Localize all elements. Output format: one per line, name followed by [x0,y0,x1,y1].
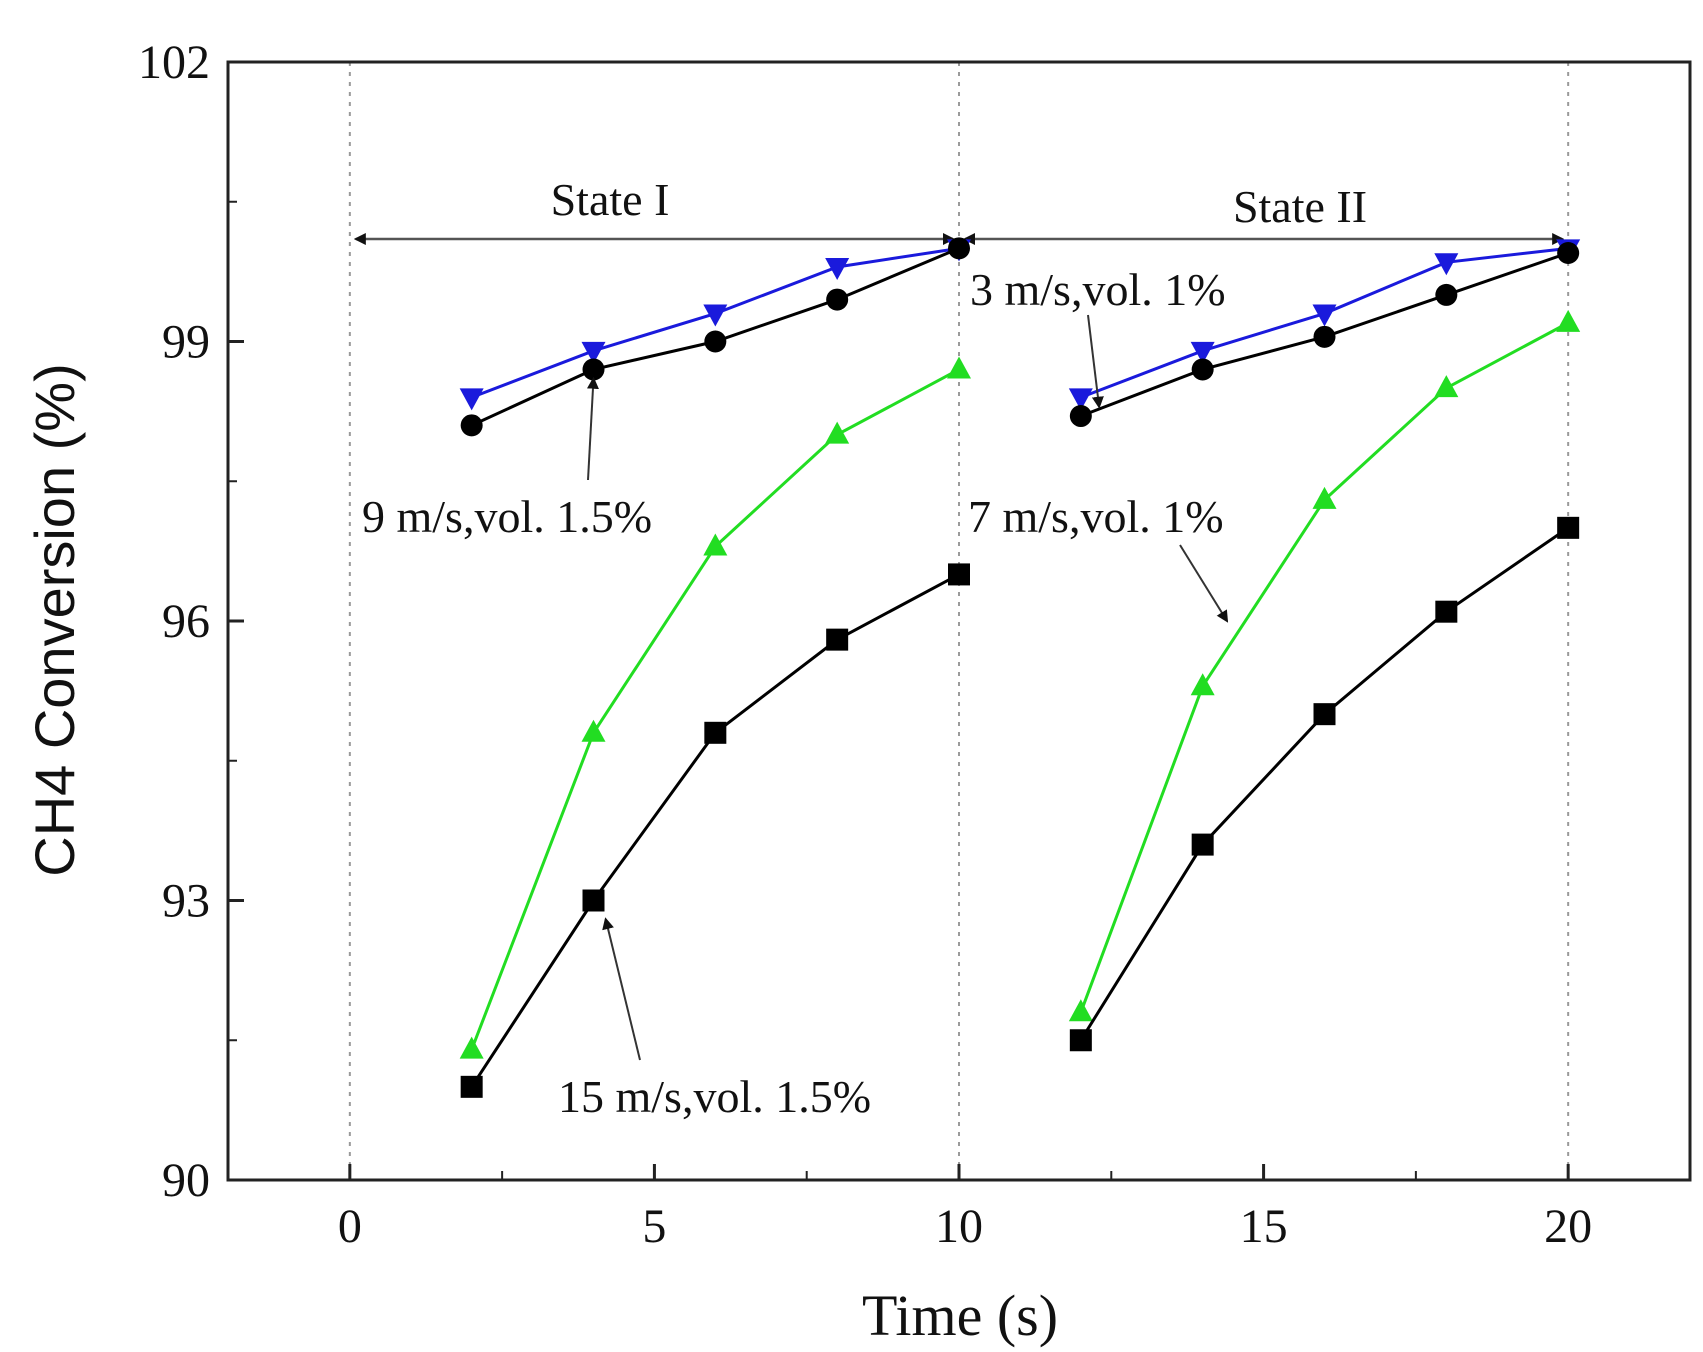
annotation-arrow [1087,314,1104,409]
data-point [825,421,850,444]
data-point [704,330,727,353]
annotation-state-ii: State II [1233,181,1367,232]
x-tick-label: 20 [1544,1200,1592,1253]
data-point [1434,253,1459,276]
y-tick-label: 102 [138,36,210,89]
y-tick-label: 96 [162,595,210,648]
series-circle [460,237,1580,437]
annotation-arrow [1179,544,1229,623]
data-point [459,388,484,411]
data-point [703,304,728,327]
data-point [1190,341,1215,364]
data-point [1434,375,1459,398]
y-tick-label: 99 [162,316,210,369]
data-point [1313,703,1336,726]
annotation-9ms: 9 m/s,vol. 1.5% [362,491,652,542]
annotation-15ms: 15 m/s,vol. 1.5% [558,1071,871,1122]
annotation-7ms: 7 m/s,vol. 1% [968,491,1224,542]
annotation-arrows [586,314,1229,1061]
data-point [1313,325,1336,348]
data-point [581,719,606,742]
data-point [1312,486,1337,509]
x-tick-label: 10 [935,1200,983,1253]
data-point [1435,600,1458,623]
series-line [1079,526,1570,1042]
data-point [1557,241,1580,264]
data-point [1557,516,1580,539]
y-axis-title: CH4 Conversion (%) [23,363,86,877]
annotation-arrow [602,917,641,1061]
grid-lines [348,62,1570,1180]
data-point [704,721,727,744]
data-point [1069,405,1092,428]
data-point [1312,304,1337,327]
data-point [460,1075,483,1098]
data-point [1191,833,1214,856]
data-point [582,889,605,912]
data-point [1068,999,1093,1022]
data-point [1435,283,1458,306]
series-line [470,573,960,1088]
x-axis-ticks: 0 5 10 15 20 [338,1164,1592,1253]
annotation-arrow [586,376,599,481]
series-triangle-up [459,309,1581,1059]
series-group [459,237,1581,1098]
x-axis-title: Time (s) [862,1283,1058,1348]
x-tick-label: 0 [338,1200,362,1253]
y-axis-ticks: 90 93 96 99 102 [138,36,244,1207]
data-point [1069,1029,1092,1052]
data-point [1556,309,1581,332]
data-point [825,257,850,280]
data-point [703,533,728,556]
data-point [948,237,970,260]
data-point [826,288,849,311]
x-tick-label: 5 [642,1200,666,1253]
series-line [1079,321,1569,1013]
data-point [459,1036,484,1059]
data-point [826,628,849,651]
y-tick-label: 90 [162,1154,210,1207]
data-point [1068,388,1093,411]
data-point [948,563,970,586]
data-point [1190,673,1215,696]
y-tick-label: 93 [162,875,210,928]
data-point [1191,358,1214,381]
annotation-state-i: State I [551,174,670,225]
data-point [947,356,971,379]
x-tick-label: 15 [1240,1200,1288,1253]
data-point [460,414,483,437]
series-line [470,368,960,1051]
series-square [460,516,1580,1098]
annotation-3ms: 3 m/s,vol. 1% [970,264,1226,315]
data-point [582,358,605,381]
data-point [581,341,606,364]
